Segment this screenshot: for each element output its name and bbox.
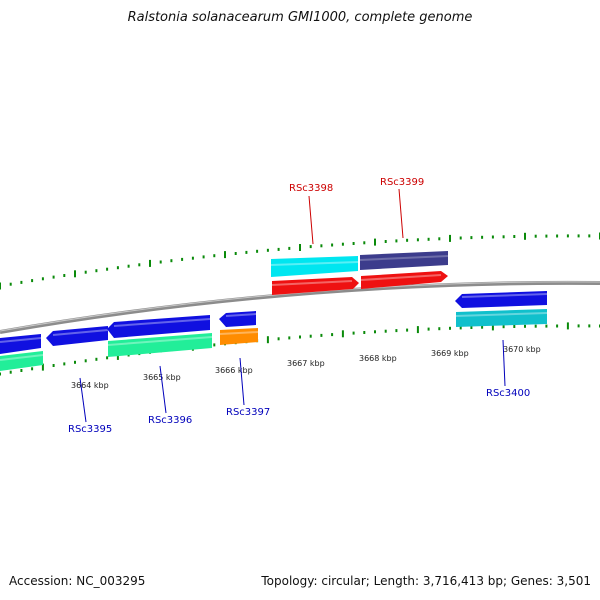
- leader-rsc3400: [502, 339, 506, 387]
- gene-label-rsc3400[interactable]: RSc3400: [486, 388, 530, 399]
- feature-rsc3394-gene[interactable]: [0, 351, 44, 371]
- feature-rsc3394-cds[interactable]: [0, 334, 42, 354]
- scale-label-3666: 3666 kbp: [215, 366, 253, 375]
- leader-rsc3397: [239, 357, 245, 406]
- scale-label-3669: 3669 kbp: [431, 349, 469, 358]
- leader-rsc3398: [308, 195, 314, 245]
- genome-summary: Topology: circular; Length: 3,716,413 bp…: [261, 574, 591, 588]
- gene-label-rsc3396[interactable]: RSc3396: [148, 415, 192, 426]
- leader-rsc3395: [79, 377, 87, 423]
- feature-rsc3399-gene[interactable]: [359, 251, 449, 270]
- leader-rsc3396: [159, 365, 167, 414]
- feature-rsc3397-gene[interactable]: [219, 328, 259, 345]
- feature-rsc3399-cds[interactable]: [360, 271, 448, 289]
- map-title: Ralstonia solanacearum GMI1000, complete…: [127, 10, 473, 25]
- scale-label-3667: 3667 kbp: [287, 359, 325, 368]
- leader-rsc3399: [398, 188, 404, 239]
- feature-rsc3400-gene[interactable]: [455, 309, 548, 327]
- scale-label-3668: 3668 kbp: [359, 354, 397, 363]
- feature-rsc3398-gene[interactable]: [270, 256, 359, 277]
- gene-label-rsc3398[interactable]: RSc3398: [289, 183, 333, 194]
- scale-label-3664: 3664 kbp: [71, 381, 109, 390]
- feature-rsc3395-cds[interactable]: [46, 326, 109, 346]
- feature-rsc3396-gene[interactable]: [107, 333, 213, 357]
- feature-rsc3398-cds[interactable]: [271, 277, 359, 295]
- accession-label: Accession: NC_003295: [9, 574, 146, 588]
- scale-label-3670: 3670 kbp: [503, 345, 541, 354]
- outer-tick-ring: [0, 232, 600, 290]
- gene-label-rsc3399[interactable]: RSc3399: [380, 177, 424, 188]
- genome-backbone: [0, 280, 600, 334]
- gene-label-rsc3397[interactable]: RSc3397: [226, 407, 270, 418]
- feature-rsc3397-cds[interactable]: [219, 311, 257, 327]
- feature-rsc3400-cds[interactable]: [455, 291, 548, 308]
- gene-label-rsc3395[interactable]: RSc3395: [68, 424, 112, 435]
- feature-rsc3396-cds[interactable]: [107, 315, 211, 338]
